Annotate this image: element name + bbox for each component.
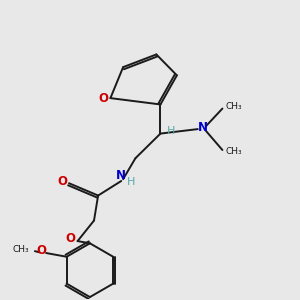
Text: O: O [99,92,109,105]
Text: CH₃: CH₃ [13,245,29,254]
Text: H: H [167,126,175,136]
Text: H: H [127,177,136,187]
Text: N: N [116,169,126,182]
Text: CH₃: CH₃ [225,147,242,156]
Text: O: O [36,244,46,256]
Text: CH₃: CH₃ [225,102,242,111]
Text: O: O [57,175,67,188]
Text: O: O [65,232,75,244]
Text: N: N [198,121,208,134]
